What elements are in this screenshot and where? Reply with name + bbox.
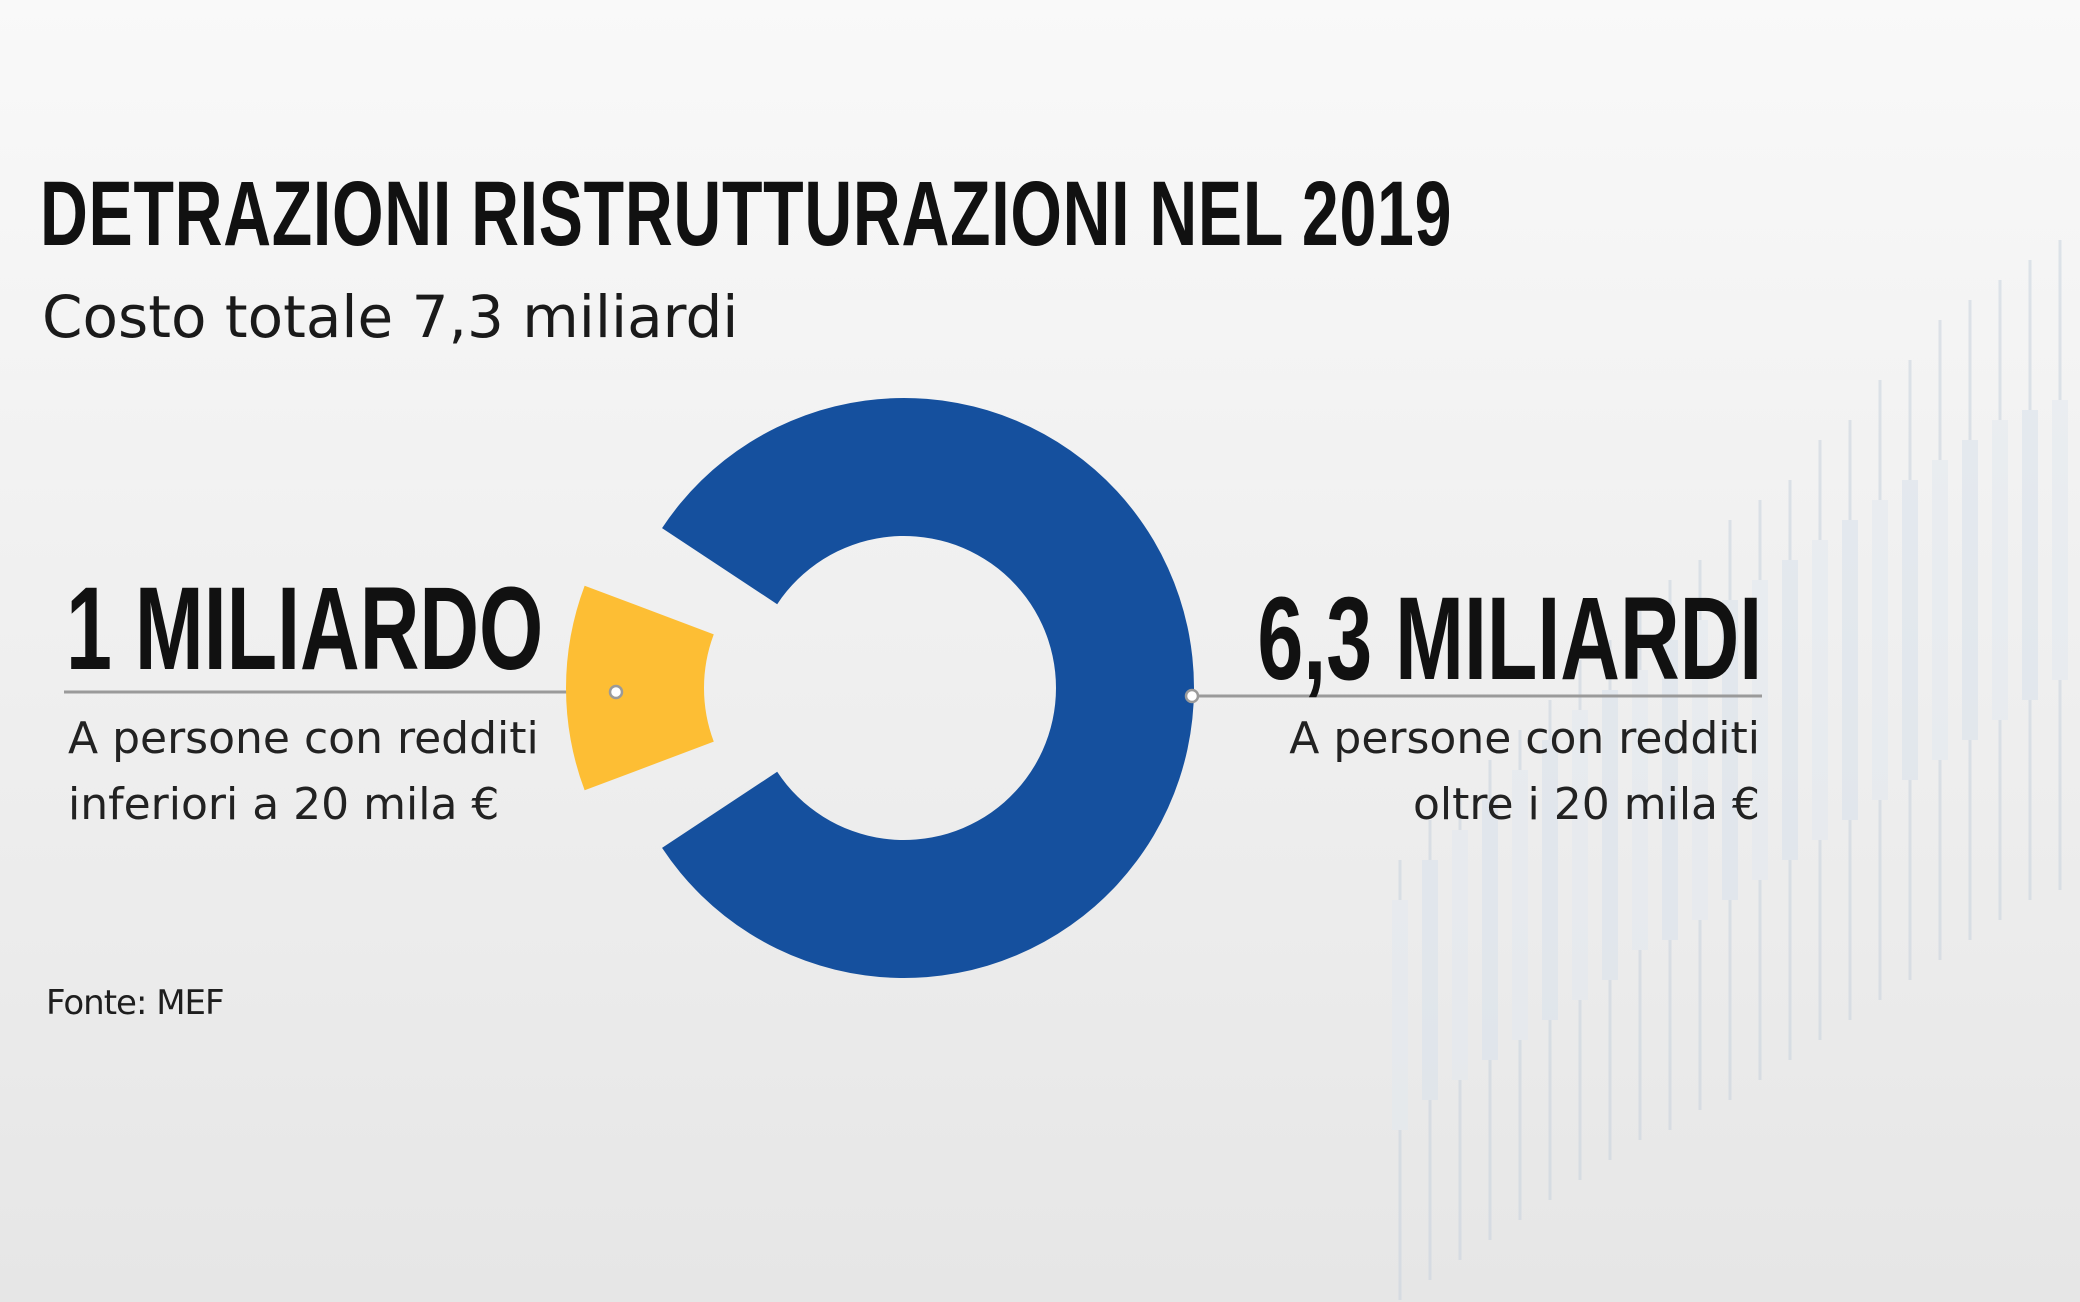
- chart-subtitle: Costo totale 7,3 miliardi: [42, 283, 739, 351]
- background-candle-body: [1722, 600, 1738, 900]
- background-candle-body: [1422, 860, 1438, 1100]
- background-candle-body: [1782, 560, 1798, 860]
- slice-description-large-line-1: A persone con redditi: [1289, 713, 1760, 764]
- background-candle-body: [1632, 670, 1648, 950]
- slice-description-small-line-2: inferiori a 20 mila €: [68, 779, 500, 830]
- background-candle-body: [1512, 770, 1528, 1040]
- slice-description-small-line-1: A persone con redditi: [68, 713, 539, 764]
- background-candle-body: [2022, 410, 2038, 700]
- leader-dot-right: [1184, 688, 1200, 704]
- background-candle-body: [1812, 540, 1828, 840]
- chart-source: Fonte: MEF: [46, 983, 225, 1023]
- background-candle-body: [1452, 830, 1468, 1080]
- pie-slice-large: [662, 397, 1195, 978]
- chart-title: DETRAZIONI RISTRUTTURAZIONI NEL 2019: [40, 163, 1453, 265]
- background-candle-body: [1752, 580, 1768, 880]
- background-candle-body: [1482, 800, 1498, 1060]
- pie-slice-small: [565, 585, 714, 791]
- leader-dot-left: [608, 684, 624, 700]
- background-candle-body: [1542, 740, 1558, 1020]
- slice-description-large: A persone con redditi oltre i 20 mila €: [1289, 706, 1760, 838]
- background-candle-body: [1932, 460, 1948, 760]
- background-candle-body: [2052, 400, 2068, 680]
- background-candle-body: [1572, 710, 1588, 1000]
- background-candle-body: [1992, 420, 2008, 720]
- background-candle-body: [1842, 520, 1858, 820]
- background-candle-body: [1962, 440, 1978, 740]
- background-candle-body: [1872, 500, 1888, 800]
- slice-description-small: A persone con redditi inferiori a 20 mil…: [68, 706, 539, 838]
- slice-description-large-line-2: oltre i 20 mila €: [1412, 779, 1760, 830]
- background-candle-body: [1392, 900, 1408, 1130]
- slice-label-small: 1 MILIARDO: [66, 563, 544, 695]
- background-candle-body: [1902, 480, 1918, 780]
- background-candle-body: [1602, 690, 1618, 980]
- slice-label-large: 6,3 MILIARDI: [1257, 573, 1762, 705]
- background-candle-body: [1662, 640, 1678, 940]
